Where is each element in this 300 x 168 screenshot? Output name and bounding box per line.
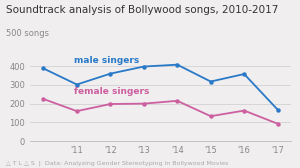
Text: Soundtrack analysis of Bollywood songs, 2010-2017: Soundtrack analysis of Bollywood songs, … <box>6 5 278 15</box>
Text: 500 songs: 500 songs <box>6 29 49 38</box>
Text: female singers: female singers <box>74 87 149 96</box>
Text: male singers: male singers <box>74 56 139 65</box>
Text: △ T L △ S  |  Data: Analyzing Gender Stereotyping in Bollywood Movies: △ T L △ S | Data: Analyzing Gender Stere… <box>6 161 228 166</box>
